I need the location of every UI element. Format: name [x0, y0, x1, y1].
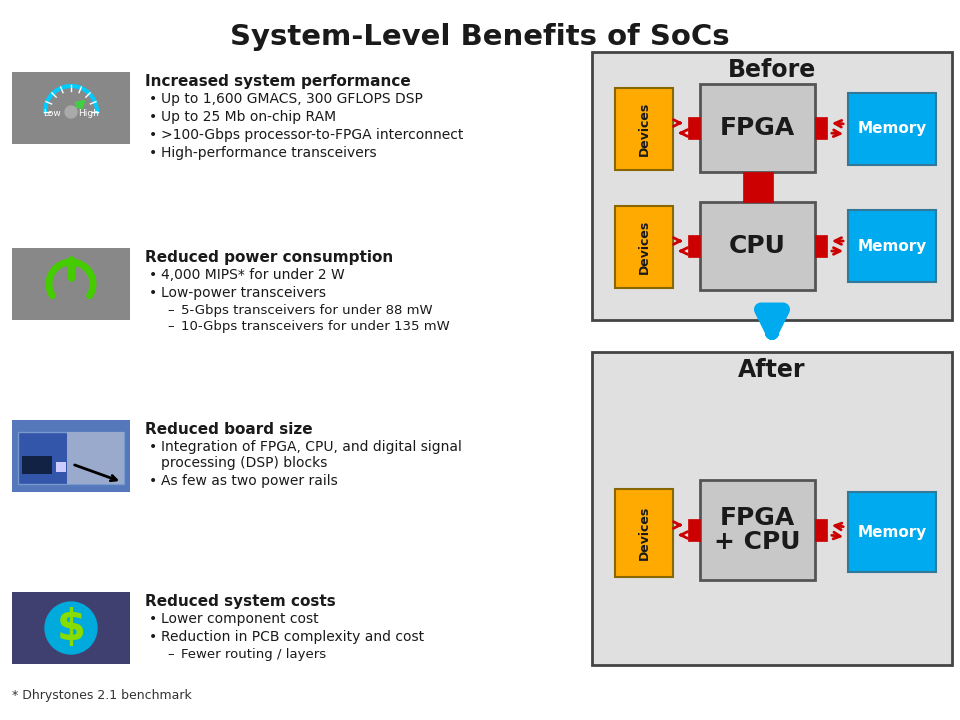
Text: Reduced power consumption: Reduced power consumption — [145, 250, 394, 265]
Text: FPGA: FPGA — [720, 116, 795, 140]
Text: Fewer routing / layers: Fewer routing / layers — [181, 648, 326, 661]
Circle shape — [45, 602, 97, 654]
Bar — [56, 462, 66, 472]
Text: FPGA: FPGA — [720, 506, 795, 530]
Bar — [815, 519, 827, 541]
Bar — [615, 489, 673, 577]
Bar — [815, 117, 827, 139]
Text: Before: Before — [728, 58, 816, 82]
Bar — [67, 432, 124, 484]
Text: •: • — [149, 110, 157, 124]
Text: 5-Gbps transceivers for under 88 mW: 5-Gbps transceivers for under 88 mW — [181, 304, 433, 317]
Text: System-Level Benefits of SoCs: System-Level Benefits of SoCs — [230, 23, 730, 51]
Text: Reduction in PCB complexity and cost: Reduction in PCB complexity and cost — [161, 630, 424, 644]
Bar — [688, 519, 700, 541]
Bar — [12, 592, 130, 664]
Text: 4,000 MIPS* for under 2 W: 4,000 MIPS* for under 2 W — [161, 268, 345, 282]
Bar — [742, 172, 773, 202]
Bar — [848, 210, 936, 282]
Text: –: – — [167, 304, 174, 317]
Text: •: • — [149, 630, 157, 644]
Circle shape — [65, 106, 77, 118]
Text: •: • — [149, 286, 157, 300]
Text: Devices: Devices — [637, 220, 651, 274]
Bar — [18, 432, 124, 484]
Text: •: • — [149, 146, 157, 160]
Text: •: • — [149, 128, 157, 142]
Text: •: • — [149, 440, 157, 454]
Text: >100-Gbps processor-to-FPGA interconnect: >100-Gbps processor-to-FPGA interconnect — [161, 128, 464, 142]
Text: * Dhrystones 2.1 benchmark: * Dhrystones 2.1 benchmark — [12, 689, 192, 702]
Bar — [688, 235, 700, 257]
Text: Increased system performance: Increased system performance — [145, 74, 411, 89]
Text: High: High — [78, 109, 99, 119]
Text: Up to 25 Mb on-chip RAM: Up to 25 Mb on-chip RAM — [161, 110, 336, 124]
Bar — [700, 480, 815, 580]
Bar — [12, 72, 130, 144]
Text: Reduced system costs: Reduced system costs — [145, 594, 336, 609]
Bar — [688, 117, 700, 139]
Text: Reduced board size: Reduced board size — [145, 422, 313, 437]
Text: Lower component cost: Lower component cost — [161, 612, 319, 626]
Text: Memory: Memory — [857, 122, 926, 137]
Text: High-performance transceivers: High-performance transceivers — [161, 146, 376, 160]
Text: As few as two power rails: As few as two power rails — [161, 474, 338, 488]
Text: + CPU: + CPU — [714, 530, 801, 554]
Bar — [592, 52, 952, 320]
Bar — [12, 420, 130, 492]
Text: •: • — [149, 92, 157, 106]
Text: processing (DSP) blocks: processing (DSP) blocks — [161, 456, 327, 470]
Bar — [12, 248, 130, 320]
Text: Low: Low — [43, 109, 60, 119]
Text: Integration of FPGA, CPU, and digital signal: Integration of FPGA, CPU, and digital si… — [161, 440, 462, 454]
Text: 10-Gbps transceivers for under 135 mW: 10-Gbps transceivers for under 135 mW — [181, 320, 449, 333]
Bar — [815, 235, 827, 257]
Text: –: – — [167, 648, 174, 661]
Bar — [615, 88, 673, 170]
Text: •: • — [149, 612, 157, 626]
Text: •: • — [149, 268, 157, 282]
Bar — [700, 202, 815, 290]
Text: CPU: CPU — [729, 234, 786, 258]
Text: $: $ — [57, 607, 85, 649]
Bar — [592, 352, 952, 665]
Bar — [848, 492, 936, 572]
Text: Devices: Devices — [637, 506, 651, 560]
Text: Devices: Devices — [637, 102, 651, 156]
Bar — [700, 84, 815, 172]
Bar — [22, 456, 52, 474]
Text: Memory: Memory — [857, 238, 926, 253]
Bar — [615, 206, 673, 288]
Bar — [848, 93, 936, 165]
Text: •: • — [149, 474, 157, 488]
Text: Low-power transceivers: Low-power transceivers — [161, 286, 326, 300]
Text: Memory: Memory — [857, 524, 926, 539]
Text: Up to 1,600 GMACS, 300 GFLOPS DSP: Up to 1,600 GMACS, 300 GFLOPS DSP — [161, 92, 422, 106]
Text: –: – — [167, 320, 174, 333]
Text: After: After — [738, 358, 805, 382]
